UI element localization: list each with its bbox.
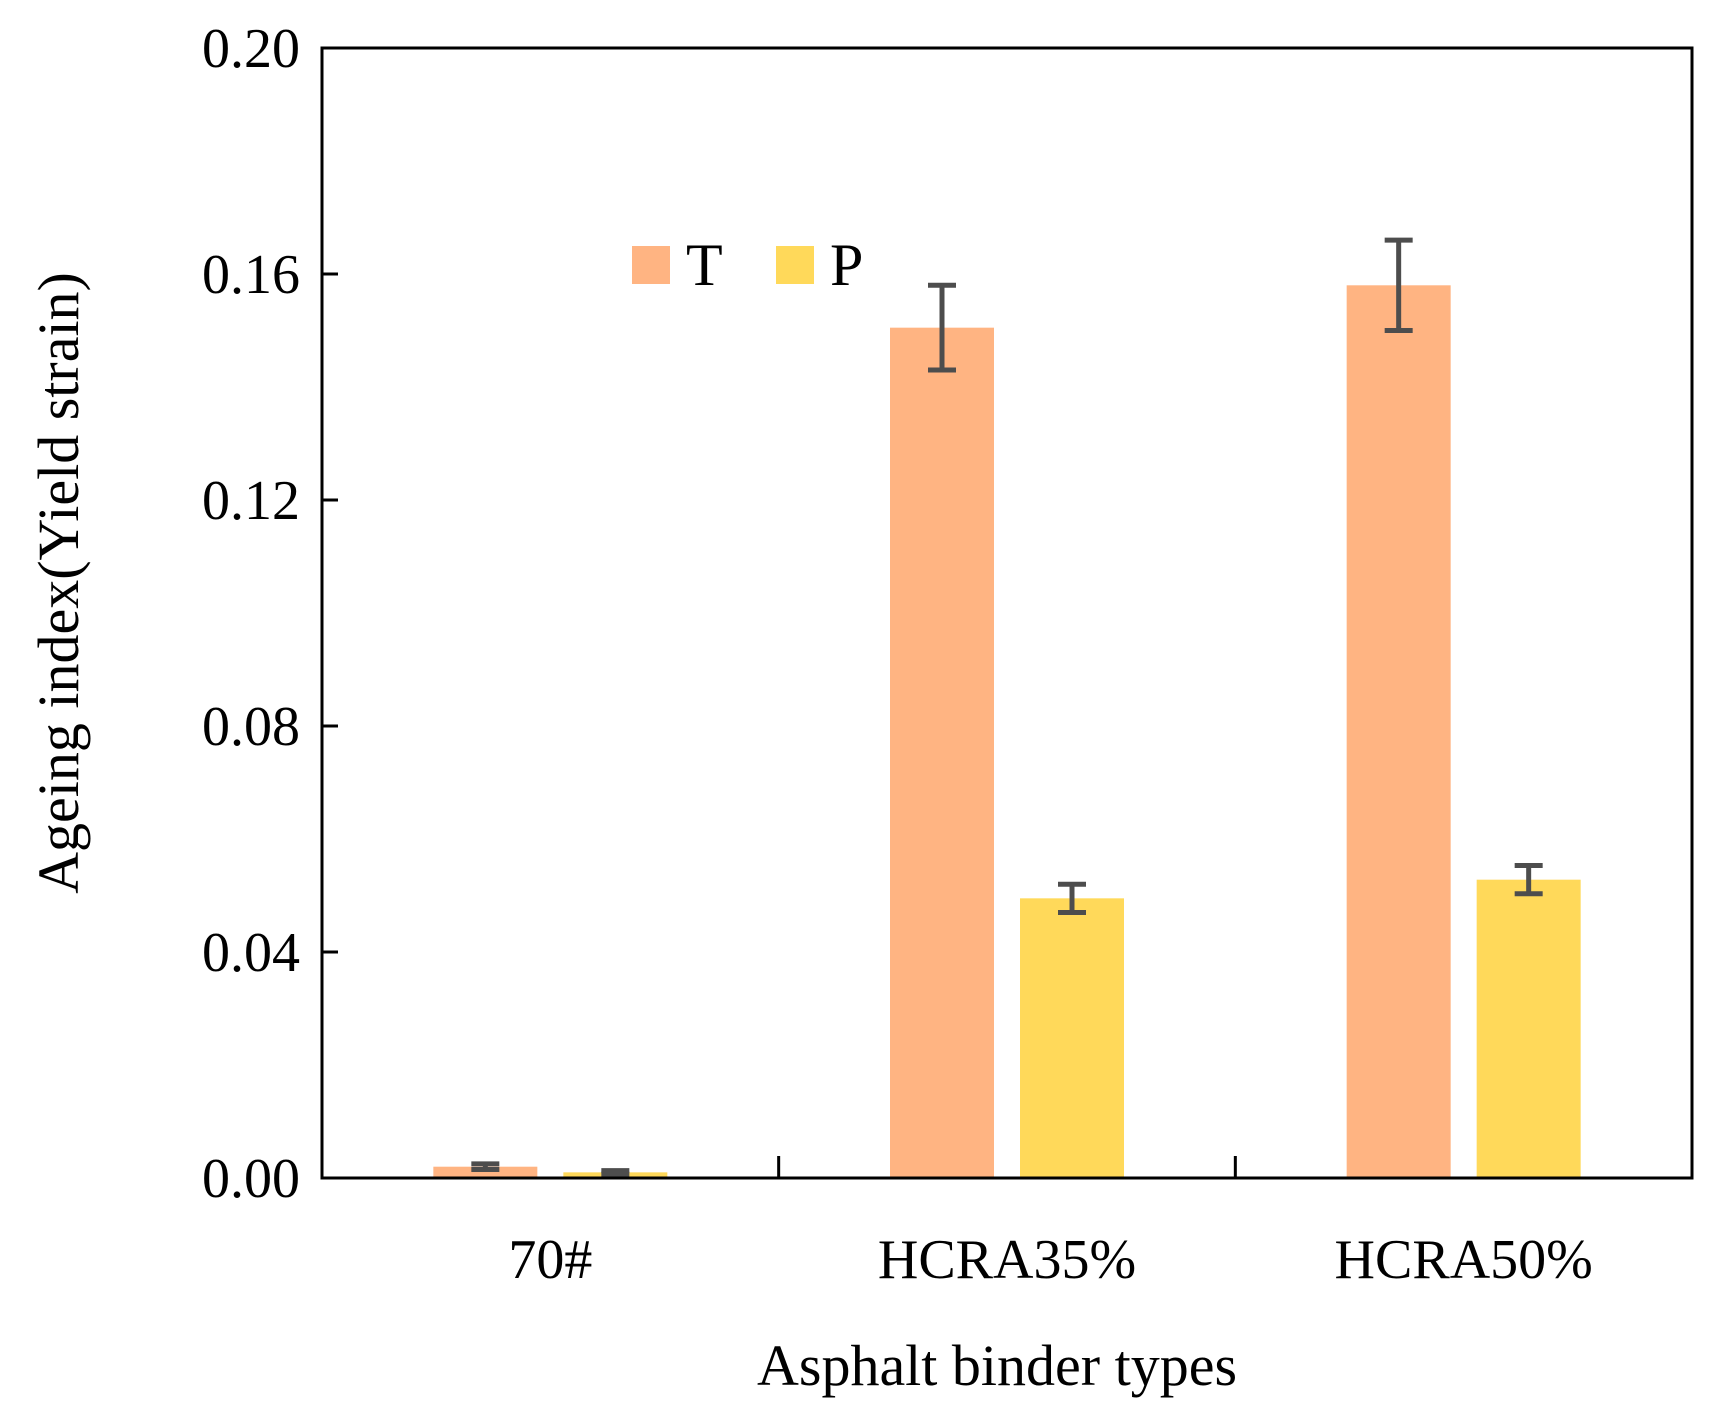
- y-tick-label: 0.08: [202, 696, 300, 758]
- error-bar-P-0: [601, 1168, 630, 1177]
- bar-P-1: [1020, 898, 1124, 1178]
- plot-frame: [320, 46, 1694, 1180]
- y-tick-label: 0.16: [202, 244, 300, 306]
- y-tick-label: 0.04: [202, 922, 300, 984]
- legend-item-P: P: [776, 232, 863, 298]
- ticks-layer: 70# HCRA35% HCRA50% 0.00 0.04 0.08 0.12 0.16 0.2…: [202, 18, 1593, 1291]
- legend-swatch: [632, 246, 670, 284]
- error-bar-P-1: [1058, 881, 1086, 915]
- y-axis-title: Ageing index(Yield strain): [26, 272, 91, 894]
- error-bar-T-2: [1384, 237, 1413, 333]
- x-tick-label: HCRA50%: [1335, 1229, 1593, 1291]
- x-tick-label: 70#: [508, 1229, 592, 1291]
- error-bar-T-1: [928, 282, 956, 373]
- y-tick-label: 0.00: [202, 1148, 300, 1210]
- bar-T-0: [433, 1166, 538, 1178]
- error-bar-P-2: [1514, 863, 1543, 897]
- y-tick-label: 0.12: [202, 470, 300, 532]
- bar-T-1: [890, 327, 994, 1178]
- bar-P-2: [1476, 879, 1581, 1178]
- error-bar-T-0: [471, 1161, 500, 1173]
- x-tick-label: HCRA35%: [878, 1229, 1136, 1291]
- x-axis-title: Asphalt binder types: [757, 1333, 1237, 1398]
- error-bars-layer: [471, 237, 1543, 1177]
- legend-item-T: T: [632, 232, 723, 298]
- y-tick-label: 0.20: [202, 18, 300, 80]
- legend-label: P: [830, 232, 863, 298]
- bars-layer: [433, 285, 1581, 1178]
- bar-T-2: [1346, 285, 1451, 1178]
- legend-swatch: [776, 246, 814, 284]
- legend-label: T: [686, 232, 723, 298]
